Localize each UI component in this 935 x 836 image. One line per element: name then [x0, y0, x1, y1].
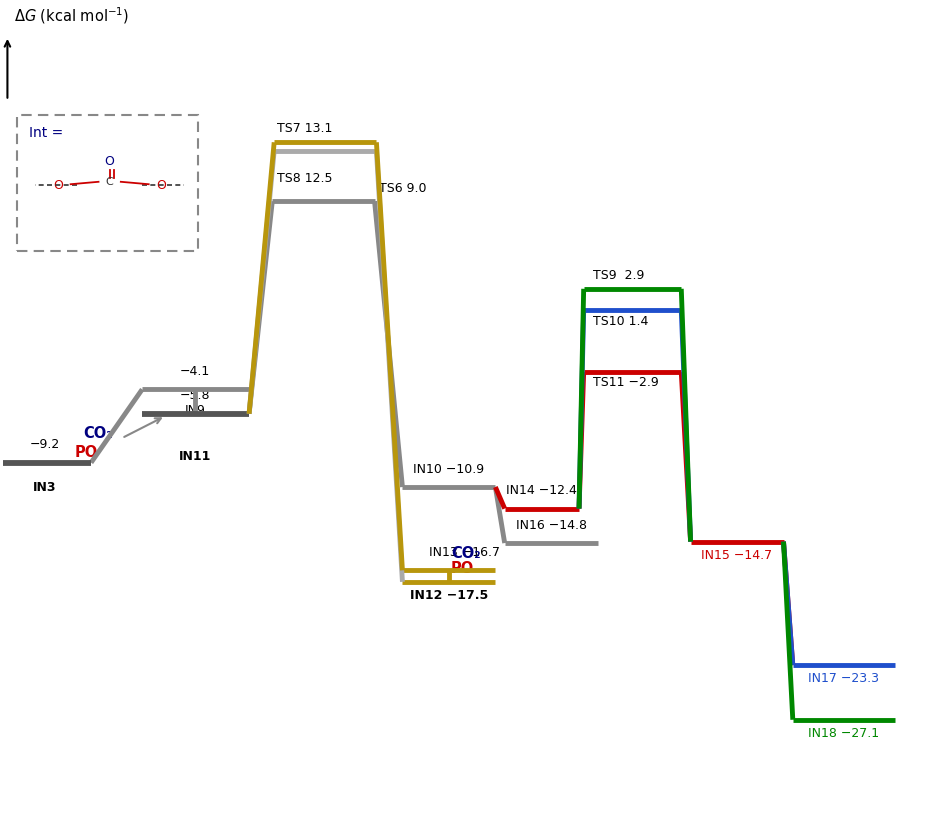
Text: IN17 −23.3: IN17 −23.3: [809, 672, 880, 686]
Text: −9.2: −9.2: [30, 438, 60, 451]
Text: O: O: [105, 155, 115, 168]
Text: CO₂: CO₂: [451, 546, 481, 561]
Text: PO: PO: [75, 445, 98, 460]
Text: O: O: [156, 179, 165, 192]
Text: Int =: Int =: [29, 126, 63, 140]
Text: IN13 −16.7: IN13 −16.7: [429, 546, 500, 558]
Text: IN15 −14.7: IN15 −14.7: [701, 548, 772, 562]
Text: −4.1: −4.1: [180, 364, 210, 378]
Text: CO₂: CO₂: [84, 426, 113, 441]
Text: O: O: [53, 179, 64, 192]
Text: IN3: IN3: [33, 482, 56, 494]
Text: IN9: IN9: [185, 404, 206, 416]
Text: IN10 −10.9: IN10 −10.9: [413, 462, 484, 476]
Text: IN12 −17.5: IN12 −17.5: [410, 589, 488, 602]
Text: TS7 13.1: TS7 13.1: [277, 122, 332, 135]
Text: IN14 −12.4: IN14 −12.4: [507, 484, 577, 497]
Text: IN18 −27.1: IN18 −27.1: [809, 727, 880, 740]
Text: $\Delta G$ (kcal mol$^{-1}$): $\Delta G$ (kcal mol$^{-1}$): [14, 5, 129, 26]
Text: −5.8: −5.8: [180, 390, 210, 402]
Text: TS11 −2.9: TS11 −2.9: [593, 376, 659, 390]
FancyBboxPatch shape: [17, 115, 198, 252]
Text: IN11: IN11: [179, 450, 211, 462]
Text: TS9  2.9: TS9 2.9: [593, 268, 644, 282]
Text: IN16 −14.8: IN16 −14.8: [515, 518, 586, 532]
Text: PO: PO: [451, 562, 474, 576]
Text: TS6 9.0: TS6 9.0: [380, 182, 426, 196]
Text: C: C: [106, 176, 113, 186]
Text: TS10 1.4: TS10 1.4: [593, 314, 648, 328]
Text: TS8 12.5: TS8 12.5: [277, 172, 333, 186]
